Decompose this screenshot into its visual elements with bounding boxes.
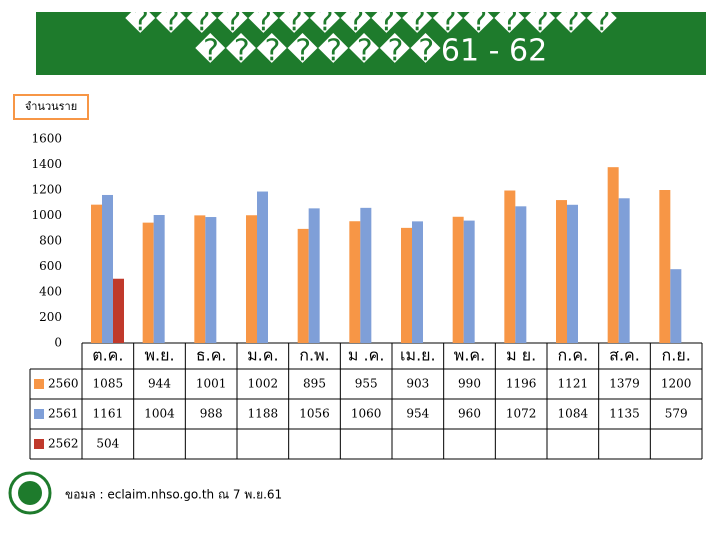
x-tick-label: ม ย. — [506, 346, 536, 365]
y-tick-label: 1200 — [31, 183, 62, 197]
bar — [297, 228, 309, 343]
y-tick-label: 1400 — [31, 157, 62, 171]
bar — [567, 204, 578, 343]
bar — [153, 214, 165, 343]
table-value: 1200 — [661, 377, 692, 391]
y-tick-label: 400 — [39, 285, 62, 299]
bar — [607, 167, 619, 343]
y-label-box — [13, 94, 89, 120]
y-tick-label: 800 — [39, 234, 62, 248]
bar — [349, 221, 361, 343]
table-value: 1188 — [248, 407, 279, 421]
table-value: 954 — [406, 407, 429, 421]
bar — [194, 215, 206, 343]
y-tick-label: 1600 — [31, 132, 62, 146]
table-value: 1072 — [506, 407, 537, 421]
table-value: 1060 — [351, 407, 382, 421]
title-banner — [36, 12, 706, 75]
bar — [142, 222, 154, 343]
bar — [91, 204, 102, 343]
bar — [246, 215, 257, 343]
table-value: 504 — [96, 437, 119, 451]
x-tick-label: ม.ค. — [247, 346, 278, 365]
table-value: 579 — [665, 407, 688, 421]
y-tick-label: 1000 — [31, 208, 62, 222]
table-value: 1135 — [609, 407, 640, 421]
chart-title: ���������������� — [125, 3, 617, 39]
legend-swatch — [34, 439, 44, 449]
legend-label: 2561 — [48, 407, 79, 421]
x-tick-label: ม .ค. — [348, 346, 385, 365]
legend-label: 2562 — [48, 437, 79, 451]
table-value: 1056 — [299, 407, 330, 421]
bar — [257, 191, 268, 343]
x-tick-label: ก.ย. — [662, 346, 691, 365]
bar — [102, 194, 113, 343]
table-value: 960 — [458, 407, 481, 421]
bar — [412, 221, 423, 343]
table-value: 1196 — [506, 377, 537, 391]
bar — [556, 200, 567, 343]
bar — [205, 217, 217, 343]
y-tick-label: 600 — [39, 259, 62, 273]
bar — [618, 198, 630, 343]
table-value: 903 — [406, 377, 429, 391]
bar — [504, 190, 516, 343]
table-value: 988 — [200, 407, 223, 421]
bar — [360, 207, 372, 343]
x-tick-label: พ.ย. — [144, 346, 174, 365]
table-value: 895 — [303, 377, 326, 391]
y-axis-label: จำนวนราย — [25, 100, 77, 113]
bar — [515, 206, 527, 343]
bar — [670, 269, 682, 343]
x-tick-label: ธ.ค. — [196, 346, 227, 365]
x-tick-label: ต.ค. — [92, 346, 123, 365]
x-tick-label: พ.ค. — [454, 346, 485, 365]
table-value: 1121 — [558, 377, 589, 391]
y-tick-label: 0 — [54, 336, 62, 350]
bar — [308, 208, 320, 343]
logo-inner — [18, 481, 42, 505]
x-tick-label: ก.พ. — [299, 346, 329, 365]
legend-swatch — [34, 379, 44, 389]
table-value: 944 — [148, 377, 171, 391]
table-value: 1379 — [609, 377, 640, 391]
bar — [401, 227, 412, 343]
source: ขอมล : eclaim.nhso.go.th ณ 7 พ.ย.61 — [65, 488, 282, 502]
table-value: 990 — [458, 377, 481, 391]
bar — [452, 216, 464, 343]
table-value: 1004 — [144, 407, 175, 421]
table-value: 1002 — [248, 377, 279, 391]
table-value: 1084 — [558, 407, 589, 421]
table-value: 1161 — [93, 407, 124, 421]
bar — [659, 190, 671, 343]
table-value: 1085 — [93, 377, 124, 391]
legend-swatch — [34, 409, 44, 419]
table-value: 955 — [355, 377, 378, 391]
chart-subtitle: ��������61 - 62 — [195, 33, 547, 69]
bar — [113, 278, 124, 343]
table-value: 1001 — [196, 377, 227, 391]
x-tick-label: ก.ค. — [558, 346, 589, 365]
x-tick-label: ส.ค. — [609, 346, 640, 365]
legend-label: 2560 — [48, 377, 79, 391]
bar — [463, 220, 475, 343]
y-tick-label: 200 — [39, 310, 62, 324]
x-tick-label: เม.ย. — [400, 346, 436, 365]
